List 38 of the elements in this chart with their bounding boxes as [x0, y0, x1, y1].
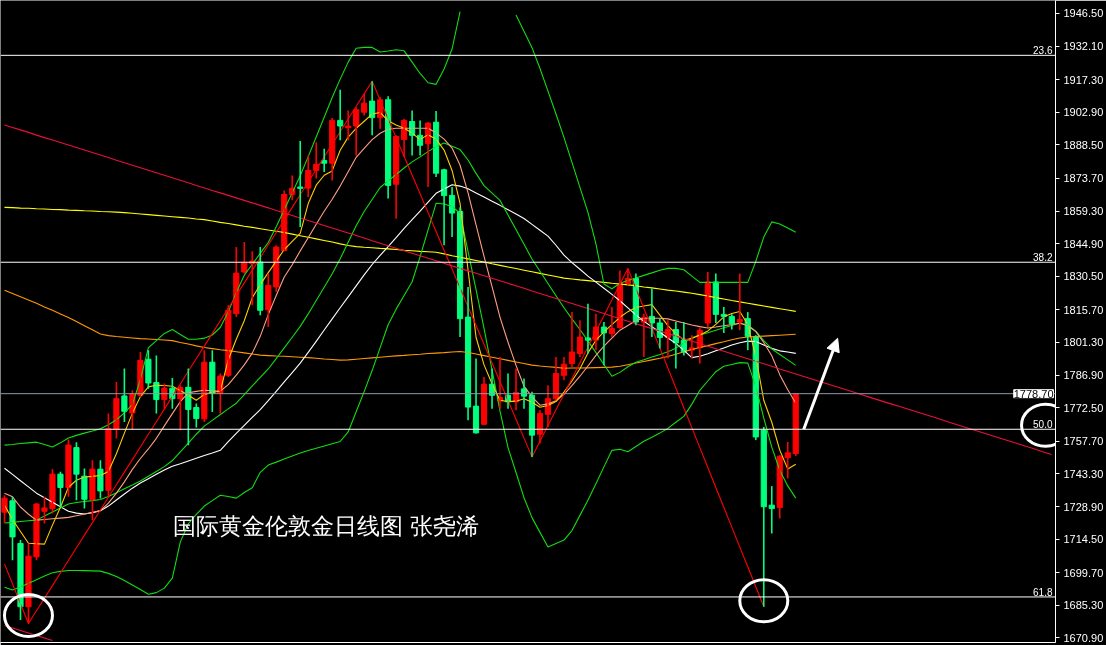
candlestick	[57, 471, 64, 508]
y-tick-label: 1728.90	[1063, 500, 1104, 513]
y-tick-label: 1888.50	[1063, 138, 1104, 151]
ref-line-label: 1778.70	[1013, 387, 1054, 400]
candlestick	[73, 441, 80, 501]
annotation: 61.8	[1033, 586, 1053, 598]
y-tick-label: 1946.50	[1063, 7, 1104, 20]
candlestick	[121, 367, 128, 423]
candlestick	[97, 459, 104, 500]
candlestick	[81, 467, 88, 510]
y-tick-label: 1932.10	[1063, 40, 1104, 53]
y-tick-label: 1757.70	[1063, 435, 1104, 448]
y-tick-label: 1670.90	[1063, 631, 1104, 644]
y-tick-label: 1859.30	[1063, 205, 1104, 218]
candlestick	[89, 459, 96, 521]
y-tick-label: 1830.50	[1063, 270, 1104, 283]
y-tick-label: 1786.90	[1063, 369, 1104, 382]
y-tick-label: 1815.70	[1063, 303, 1104, 316]
y-tick-label: 1714.50	[1063, 533, 1104, 546]
y-tick-label: 1873.70	[1063, 172, 1104, 185]
y-tick-label: 1902.90	[1063, 106, 1104, 119]
y-tick-label: 1801.30	[1063, 336, 1104, 349]
y-tick-label: 1917.30	[1063, 73, 1104, 86]
y-tick-label: 1844.90	[1063, 237, 1104, 250]
line-series	[3, 624, 53, 642]
line-series	[3, 124, 1053, 455]
annotation: 38.2	[1033, 252, 1053, 264]
candlestick	[1, 494, 8, 524]
annotation: 23.6	[1033, 45, 1053, 57]
y-tick-label: 1772.50	[1063, 401, 1104, 414]
annotation: 50.0	[1033, 419, 1053, 431]
candlestick	[65, 438, 72, 498]
line-series	[3, 206, 797, 312]
y-tick-label: 1743.30	[1063, 467, 1104, 480]
candlestick	[201, 349, 208, 423]
y-tick-label: 1685.30	[1063, 599, 1104, 612]
line-series	[3, 80, 765, 625]
y-tick-label: 1699.70	[1063, 566, 1104, 579]
